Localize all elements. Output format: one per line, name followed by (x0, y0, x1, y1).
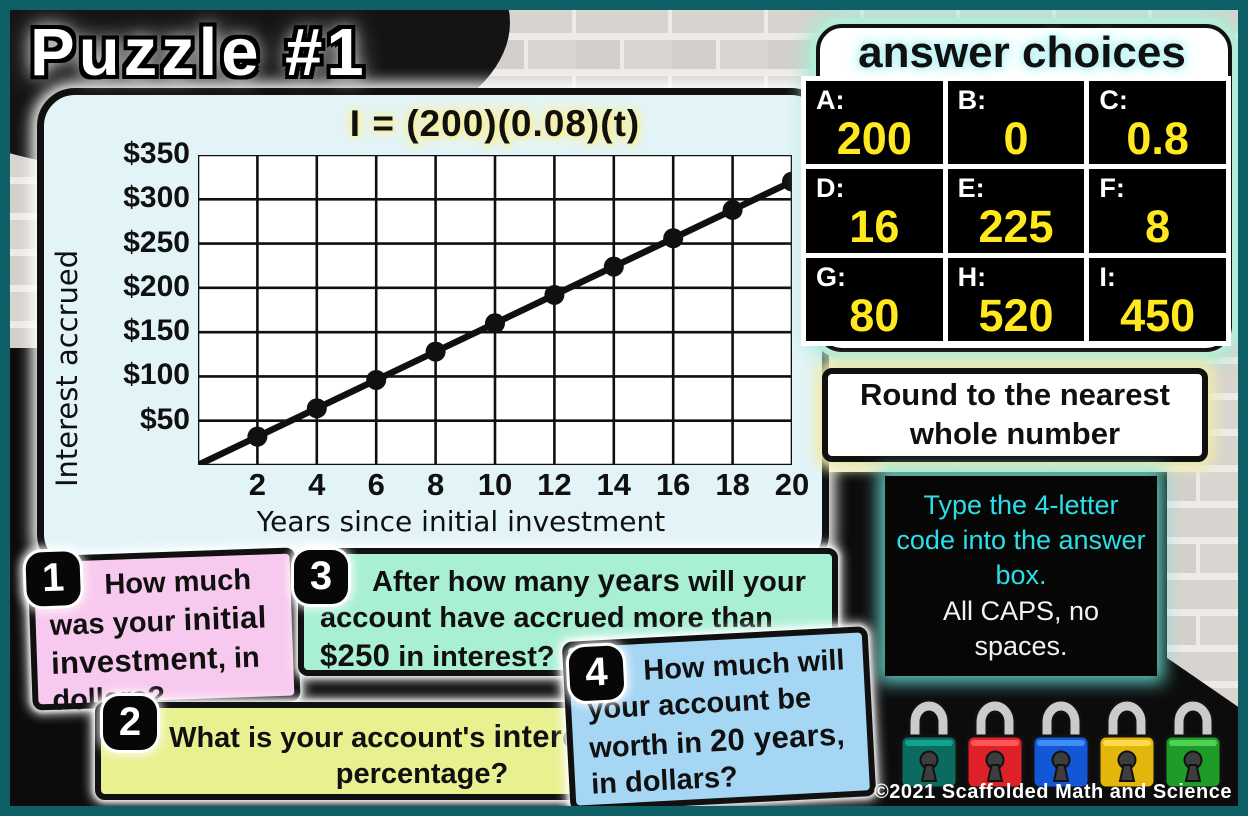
answer-cell-I[interactable]: I: 450 (1089, 257, 1226, 341)
data-point (544, 284, 565, 305)
code-instruction-highlight: Type the 4-letter code into the answer b… (896, 490, 1146, 591)
x-tick-label: 16 (655, 467, 691, 502)
data-point (722, 199, 743, 220)
y-axis-label: Interest accrued (50, 249, 84, 487)
answer-cell-D[interactable]: D: 16 (806, 169, 943, 253)
answer-value: 80 (849, 289, 900, 341)
x-tick-label: 4 (308, 467, 326, 502)
answer-cell-E[interactable]: E: 225 (947, 169, 1085, 253)
answer-letter: A: (816, 85, 845, 115)
rounding-instruction: Round to the nearest whole number (822, 368, 1208, 462)
x-tick-label: 14 (596, 467, 632, 502)
x-tick-label: 20 (774, 467, 810, 502)
answer-value: 0 (1003, 113, 1029, 164)
question-number-badge: 1 (25, 550, 82, 607)
answer-letter: F: (1099, 173, 1125, 204)
x-tick-label: 6 (367, 467, 385, 502)
answer-letter: G: (816, 261, 846, 292)
answer-cell-H[interactable]: H: 520 (947, 257, 1085, 341)
data-point (306, 398, 327, 419)
y-tick-label: $100 (123, 358, 190, 392)
data-point (247, 426, 268, 447)
code-instruction-caps: All CAPS, no spaces. (942, 595, 1100, 661)
y-tick-label: $50 (139, 402, 190, 436)
graph-equation: I = (200)(0.08)(t) (349, 103, 641, 144)
question-text: How much will your account be worth in 2… (586, 644, 846, 801)
answer-value: 16 (849, 201, 900, 253)
graph-panel: I = (200)(0.08)(t) Interest accrued $350… (37, 88, 829, 572)
x-tick-label: 10 (477, 467, 513, 502)
answer-value: 8 (1145, 201, 1171, 253)
x-tick-label: 8 (426, 467, 445, 502)
answer-value: 0.8 (1126, 113, 1189, 164)
question-number-badge: 2 (103, 696, 157, 750)
answer-cell-A[interactable]: A: 200 (806, 81, 943, 165)
data-point (485, 313, 505, 334)
x-tick-label: 2 (248, 467, 267, 502)
answer-value: 200 (836, 113, 912, 164)
question-card-4: 4 How much will your account be worth in… (561, 626, 877, 812)
y-tick-label: $350 (123, 137, 190, 170)
question-number-badge: 4 (568, 644, 625, 702)
answer-letter: B: (957, 85, 987, 115)
y-tick-label: $250 (123, 225, 190, 259)
question-text: How much was your initial investment, in… (49, 563, 268, 717)
page-title: Puzzle #1 (30, 15, 368, 90)
padlocks-row (898, 690, 1224, 792)
question-text: After how many years will your account h… (320, 563, 806, 673)
answer-cell-F[interactable]: F: 8 (1089, 169, 1226, 253)
answer-choices-title: answer choices (858, 28, 1186, 77)
answer-choices-grid: A: 200 B: 0 C: 0.8 D: 16 E: 225 F: 8 G: 80 H: 520 I: 450 (801, 76, 1231, 346)
data-point (366, 369, 387, 390)
question-card-1: 1 How much was your initial investment, … (25, 547, 301, 717)
copyright-text: ©2021 Scaffolded Math and Science (873, 781, 1232, 803)
teal-lock (898, 690, 960, 792)
line-chart-plot (194, 153, 802, 469)
question-number-badge: 3 (294, 550, 348, 604)
answer-letter: E: (957, 173, 985, 204)
y-tick-label: $200 (123, 269, 190, 303)
answer-value: 225 (978, 201, 1054, 253)
answer-letter: D: (816, 173, 845, 204)
green-lock (1162, 690, 1224, 792)
x-tick-label: 12 (537, 467, 572, 502)
x-tick-label: 18 (715, 467, 750, 502)
answer-value: 450 (1120, 289, 1196, 341)
x-tick-labels: 2 4 6 8 10 12 14 16 18 20 (198, 467, 809, 505)
blue-lock (1030, 690, 1092, 792)
answer-letter: C: (1099, 85, 1128, 115)
y-tick-label: $150 (123, 314, 190, 348)
line-chart-svg (194, 153, 802, 469)
x-axis-title: Years since initial investment (256, 505, 666, 538)
answer-value: 520 (978, 289, 1054, 341)
data-point (425, 341, 446, 362)
code-instruction-box: Type the 4-letter code into the answer b… (885, 476, 1157, 676)
y-tick-label: $300 (123, 181, 190, 215)
gold-lock (1096, 690, 1158, 792)
answer-cell-C[interactable]: C: 0.8 (1089, 81, 1226, 165)
y-tick-labels: $350 $300 $250 $200 $150 $100 $50 (96, 137, 192, 465)
answer-letter: I: (1099, 261, 1116, 292)
answer-cell-G[interactable]: G: 80 (806, 257, 943, 341)
data-point (603, 256, 624, 277)
answer-cell-B[interactable]: B: 0 (947, 81, 1085, 165)
answer-letter: H: (957, 261, 987, 292)
red-lock (964, 690, 1026, 792)
data-point (663, 228, 684, 249)
